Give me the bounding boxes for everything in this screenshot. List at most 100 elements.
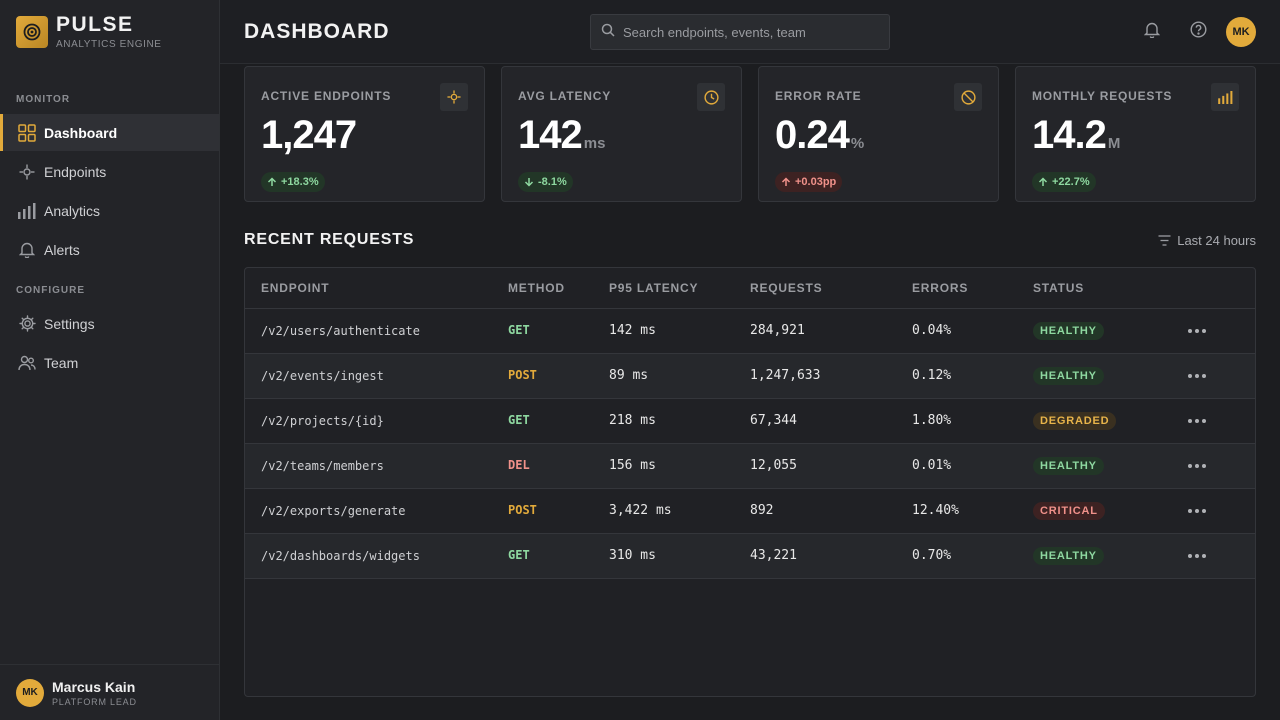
request-count: 12,055 xyxy=(750,443,912,489)
dot-icon xyxy=(1188,508,1192,513)
sidebar-item-label: Team xyxy=(44,354,79,371)
delta-value: +18.3% xyxy=(281,176,319,188)
method-cell: GET xyxy=(508,533,609,579)
main-content: DASHBOARD MK xyxy=(220,0,1280,720)
sidebar-item-analytics[interactable]: Analytics xyxy=(0,192,219,229)
column-header-method[interactable]: METHOD xyxy=(508,268,609,309)
card-value-number: 142 xyxy=(518,113,583,157)
error-rate: 0.04% xyxy=(912,308,1033,354)
http-method: GET xyxy=(508,323,530,337)
actions-cell xyxy=(1183,308,1255,354)
more-options-button[interactable] xyxy=(1183,452,1211,480)
table-row[interactable]: /v2/teams/members DEL 156 ms 12,055 0.01% HEA… xyxy=(245,443,1255,489)
sidebar-item-endpoints[interactable]: Endpoints xyxy=(0,153,219,190)
card-value-number: 14.2 xyxy=(1032,113,1107,157)
actions-cell xyxy=(1183,533,1255,579)
sidebar-item-alerts[interactable]: Alerts xyxy=(0,231,219,268)
status-cell: CRITICAL xyxy=(1033,488,1183,534)
table-row[interactable]: /v2/dashboards/widgets GET 310 ms 43,221 0.7… xyxy=(245,533,1255,579)
arrow-up-icon xyxy=(1038,177,1048,186)
endpoint-path: /v2/exports/generate xyxy=(245,488,508,534)
dot-icon xyxy=(1202,373,1206,378)
table-row[interactable]: /v2/projects/{id} GET 218 ms 67,344 1.80% DEG… xyxy=(245,398,1255,444)
http-method: POST xyxy=(508,503,537,517)
error-rate: 0.70% xyxy=(912,533,1033,579)
card-unit: M xyxy=(1107,135,1121,152)
http-method: GET xyxy=(508,548,530,562)
sidebar-item-label: Alerts xyxy=(44,241,80,258)
status-cell: HEALTHY xyxy=(1033,443,1183,489)
header-avatar[interactable]: MK xyxy=(1226,17,1256,47)
dot-icon xyxy=(1188,553,1192,558)
sidebar-item-dashboard[interactable]: Dashboard xyxy=(0,114,219,151)
error-rate: 0.01% xyxy=(912,443,1033,489)
crosshair-icon xyxy=(18,163,36,181)
card-label: ERROR RATE xyxy=(775,89,862,103)
method-cell: POST xyxy=(508,353,609,399)
time-range-filter[interactable]: Last 24 hours xyxy=(1158,233,1256,248)
column-header-requests[interactable]: REQUESTS xyxy=(750,268,912,309)
card-label: ACTIVE ENDPOINTS xyxy=(261,89,392,103)
status-badge: HEALTHY xyxy=(1033,456,1104,475)
notifications-button[interactable] xyxy=(1136,16,1168,48)
arrow-up-icon xyxy=(267,177,277,186)
actions-cell xyxy=(1183,353,1255,399)
column-header-status[interactable]: STATUS xyxy=(1033,268,1183,309)
error-rate: 1.80% xyxy=(912,398,1033,444)
http-method: GET xyxy=(508,413,530,427)
more-options-button[interactable] xyxy=(1183,407,1211,435)
card-label: AVG LATENCY xyxy=(518,89,612,103)
bell-icon xyxy=(1143,21,1161,43)
column-header-errors[interactable]: ERRORS xyxy=(912,268,1033,309)
http-method: POST xyxy=(508,368,537,382)
sidebar-item-label: Settings xyxy=(44,315,95,332)
arrow-up-icon xyxy=(781,177,791,186)
kpi-card-monthly-requests: MONTHLY REQUESTS 14.2 M +22.7% xyxy=(1015,66,1256,202)
p95-latency: 156 ms xyxy=(609,443,750,489)
p95-latency: 218 ms xyxy=(609,398,750,444)
brand-subtitle: ANALYTICS ENGINE xyxy=(56,39,162,50)
error-rate: 0.12% xyxy=(912,353,1033,399)
table-row[interactable]: /v2/users/authenticate GET 142 ms 284,921 0.… xyxy=(245,308,1255,354)
sidebar-item-settings[interactable]: Settings xyxy=(0,305,219,342)
p95-latency: 142 ms xyxy=(609,308,750,354)
dot-icon xyxy=(1202,553,1206,558)
more-options-button[interactable] xyxy=(1183,362,1211,390)
delta-value: +22.7% xyxy=(1052,176,1090,188)
request-count: 67,344 xyxy=(750,398,912,444)
table-row[interactable]: /v2/exports/generate POST 3,422 ms 892 12.40… xyxy=(245,488,1255,534)
actions-cell xyxy=(1183,398,1255,444)
filter-icon xyxy=(1158,234,1171,246)
sidebar-item-team[interactable]: Team xyxy=(0,344,219,381)
p95-latency: 3,422 ms xyxy=(609,488,750,534)
column-header-latency[interactable]: P95 LATENCY xyxy=(609,268,750,309)
help-button[interactable] xyxy=(1182,16,1214,48)
page-title: DASHBOARD xyxy=(244,19,390,43)
more-options-button[interactable] xyxy=(1183,542,1211,570)
column-header-endpoint[interactable]: ENDPOINT xyxy=(245,268,508,309)
card-label: MONTHLY REQUESTS xyxy=(1032,89,1173,103)
card-value: 0.24% xyxy=(775,115,982,164)
sidebar-item-label: Endpoints xyxy=(44,163,107,180)
gear-icon xyxy=(18,315,36,333)
search-input[interactable] xyxy=(623,24,873,40)
http-method: DEL xyxy=(508,458,530,472)
actions-cell xyxy=(1183,488,1255,534)
user-name: Marcus Kain xyxy=(52,678,136,695)
card-value: 14.2 M xyxy=(1032,115,1239,164)
search-box[interactable] xyxy=(590,14,890,50)
bell-icon xyxy=(18,241,36,259)
more-options-button[interactable] xyxy=(1183,497,1211,525)
endpoint-path: /v2/dashboards/widgets xyxy=(245,533,508,579)
brand: PULSE ANALYTICS ENGINE xyxy=(0,0,219,64)
card-value: 142 ms xyxy=(518,115,725,164)
more-options-button[interactable] xyxy=(1183,317,1211,345)
kpi-card-avg-latency: AVG LATENCY 142 ms -8.1% xyxy=(501,66,742,202)
delta-badge: +22.7% xyxy=(1032,172,1096,192)
table-row[interactable]: /v2/events/ingest POST 89 ms 1,247,633 0.12%… xyxy=(245,353,1255,399)
filter-label: Last 24 hours xyxy=(1177,232,1256,248)
requests-table: ENDPOINT METHOD P95 LATENCY REQUESTS ERR… xyxy=(244,267,1256,697)
endpoint-path: /v2/teams/members xyxy=(245,443,508,489)
endpoint-path: /v2/events/ingest xyxy=(245,353,508,399)
current-user[interactable]: MK Marcus Kain PLATFORM LEAD xyxy=(0,664,219,720)
